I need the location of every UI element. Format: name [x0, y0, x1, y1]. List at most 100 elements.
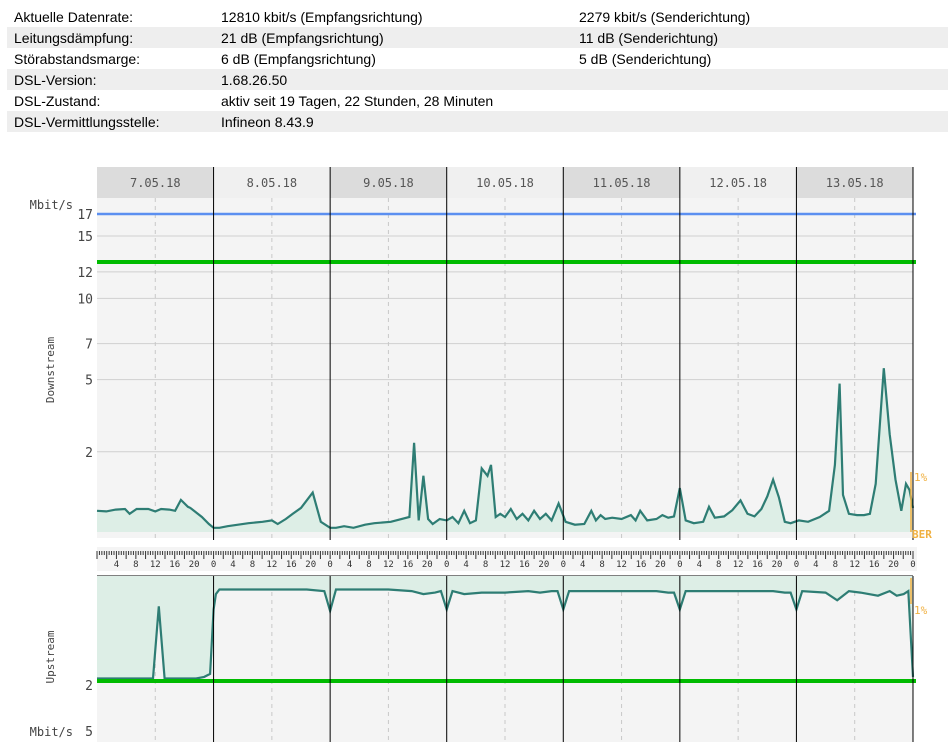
day-label: 12.05.18 [709, 176, 767, 190]
hour-tick-label: 0 [677, 560, 682, 570]
day-header-cell [330, 167, 447, 198]
stats-down-value: 12810 kbit/s (Empfangsrichtung) [221, 8, 423, 25]
hour-tick-label: 16 [869, 560, 880, 570]
hour-tick-label: 8 [366, 560, 371, 570]
hour-tick-label: 4 [813, 560, 818, 570]
hour-tick-label: 12 [616, 560, 627, 570]
day-header-cell [213, 167, 331, 198]
stats-label: Aktuelle Datenrate: [14, 8, 134, 25]
day-label: 8.05.18 [247, 176, 298, 190]
y-tick-label: 5 [85, 374, 93, 389]
stats-row: DSL-Version: 1.68.26.50 [7, 69, 948, 90]
stats-up-value [572, 69, 948, 90]
day-header-cell [563, 167, 680, 198]
stats-label: DSL-Version: [7, 69, 214, 90]
upstream-area [97, 576, 913, 679]
day-header-cell [796, 167, 913, 198]
hour-tick-label: 20 [655, 560, 666, 570]
upstream-axis-label: Upstream [44, 630, 57, 683]
day-header-cell [679, 167, 797, 198]
hour-tick-label: 8 [833, 560, 838, 570]
hour-tick-label: 8 [250, 560, 255, 570]
hour-tick-label: 4 [114, 560, 119, 570]
downstream-axis-label: Downstream [44, 337, 57, 404]
hour-tick-label: 8 [599, 560, 604, 570]
stats-down-value: Infineon 8.43.9 [214, 111, 572, 132]
hour-tick-label: 0 [794, 560, 799, 570]
day-label: 11.05.18 [593, 176, 651, 190]
hour-tick-label: 0 [561, 560, 566, 570]
ber-label: 1% [914, 604, 928, 617]
day-label: 9.05.18 [363, 176, 414, 190]
hour-tick-label: 4 [697, 560, 702, 570]
stats-up-value [572, 90, 948, 111]
hour-tick-label: 4 [580, 560, 585, 570]
hour-tick-label: 12 [266, 560, 277, 570]
hour-tick-label: 20 [888, 560, 899, 570]
y-tick-label: 12 [77, 266, 93, 281]
ber-label: BER [912, 528, 932, 541]
stats-row: DSL-Zustand: aktiv seit 19 Tagen, 22 Stun… [7, 90, 948, 111]
hour-tick-label: 8 [483, 560, 488, 570]
y-tick-label: 2 [85, 679, 93, 694]
hour-tick-label: 20 [305, 560, 316, 570]
hour-tick-label: 12 [383, 560, 394, 570]
hour-tick-label: 20 [772, 560, 783, 570]
hour-tick-label: 0 [910, 560, 915, 570]
downstream-line [96, 368, 915, 529]
stats-up-value: 2279 kbit/s (Senderichtung) [579, 8, 751, 25]
hour-tick-label: 12 [849, 560, 860, 570]
hour-tick-label: 16 [636, 560, 647, 570]
hour-tick-label: 12 [733, 560, 744, 570]
dsl-history-chart: 7.05.18 8.05.18 9.05.18 10.05.18 11.05.18 12.… [30, 167, 932, 742]
day-header-cell [97, 167, 214, 198]
y-tick-label: 2 [85, 446, 93, 461]
stats-label: DSL-Zustand: [14, 92, 101, 109]
stats-down-value: 21 dB (Empfangsrichtung) [214, 27, 572, 48]
stats-row: Aktuelle Datenrate: 12810 kbit/s (Empfang… [7, 6, 948, 27]
hour-tick-label: 16 [402, 560, 413, 570]
hour-tick-label: 4 [347, 560, 352, 570]
y-tick-label: 7 [85, 338, 93, 353]
stats-up-value: 5 dB (Senderichtung) [579, 50, 712, 67]
stats-label: DSL-Vermittlungsstelle: [7, 111, 214, 132]
y-tick-label: 17 [77, 208, 93, 223]
hour-tick-label: 4 [230, 560, 235, 570]
hour-tick-label: 16 [752, 560, 763, 570]
unit-label: Mbit/s [30, 725, 73, 739]
hour-tick-label: 16 [286, 560, 297, 570]
unit-label: Mbit/s [30, 198, 73, 212]
stats-label: Leitungsdämpfung: [7, 27, 214, 48]
hour-tick-label: 20 [538, 560, 549, 570]
ber-label: 1% [914, 471, 928, 484]
y-tick-label: 15 [77, 230, 93, 245]
stats-label: Störabstandsmarge: [14, 50, 141, 67]
hour-tick-label: 0 [444, 560, 449, 570]
dsl-stats-table: Aktuelle Datenrate: 12810 kbit/s (Empfang… [7, 6, 948, 132]
y-tick-label: 10 [77, 292, 93, 307]
hour-tick-label: 12 [150, 560, 161, 570]
y-tick-label: 5 [85, 725, 93, 740]
stats-down-value: 6 dB (Empfangsrichtung) [221, 50, 376, 67]
stats-row: DSL-Vermittlungsstelle: Infineon 8.43.9 [7, 111, 948, 132]
hour-tick-label: 16 [169, 560, 180, 570]
hour-tick-label: 0 [211, 560, 216, 570]
stats-down-value: aktiv seit 19 Tagen, 22 Stunden, 28 Minu… [221, 92, 494, 109]
stats-up-value: 11 dB (Senderichtung) [572, 27, 948, 48]
hour-tick-label: 20 [422, 560, 433, 570]
hour-tick-label: 20 [189, 560, 200, 570]
hour-tick-label: 16 [519, 560, 530, 570]
stats-down-value: 1.68.26.50 [214, 69, 572, 90]
hour-tick-label: 12 [500, 560, 511, 570]
hour-tick-label: 8 [133, 560, 138, 570]
day-label: 10.05.18 [476, 176, 534, 190]
hour-tick-label: 4 [463, 560, 468, 570]
hour-tick-label: 8 [716, 560, 721, 570]
day-header-cell [446, 167, 564, 198]
upstream-line [97, 588, 915, 680]
stats-row: Störabstandsmarge: 6 dB (Empfangsrichtung… [7, 48, 948, 69]
stats-up-value [572, 111, 948, 132]
day-label: 13.05.18 [826, 176, 884, 190]
hour-tick-label: 0 [327, 560, 332, 570]
stats-row: Leitungsdämpfung: 21 dB (Empfangsrichtung… [7, 27, 948, 48]
